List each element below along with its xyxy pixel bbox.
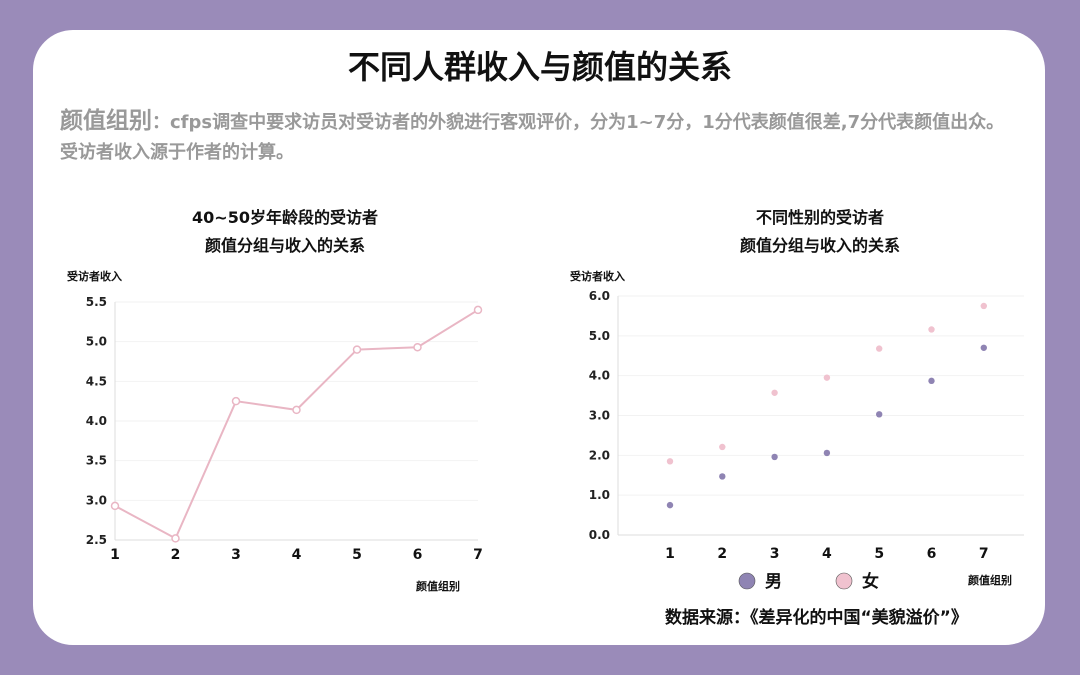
- chart2-ylabel: 受访者收入: [570, 270, 625, 283]
- chart1-ytick: 2.5: [86, 533, 107, 547]
- chart1-xtick: 1: [110, 547, 120, 563]
- chart2-point-female: [928, 326, 935, 333]
- card: [33, 30, 1045, 645]
- chart2-point-female: [980, 302, 987, 310]
- chart1-point: [473, 305, 483, 315]
- chart2-point-male: [771, 453, 778, 461]
- chart2-xtick: 3: [770, 546, 780, 562]
- description-term: 颜值组别: [60, 108, 152, 134]
- chart2-point-male: [876, 411, 883, 418]
- chart1-ytick: 4.0: [86, 414, 107, 428]
- chart2-ytick: 4.0: [589, 369, 610, 383]
- chart2-point-female: [771, 389, 778, 396]
- legend-label: 男: [765, 572, 782, 592]
- chart1-xtick: 7: [473, 547, 483, 563]
- chart2-ytick: 0.0: [589, 528, 610, 542]
- chart1-title-line2: 颜值分组与收入的关系: [204, 236, 365, 255]
- chart1-xtick: 3: [231, 547, 241, 563]
- chart1-ytick: 3.5: [86, 454, 107, 468]
- chart2-xtick: 4: [822, 546, 832, 562]
- legend-label: 女: [862, 571, 879, 592]
- chart2-point-male: [666, 501, 674, 509]
- chart1-ytick: 5.0: [86, 335, 107, 349]
- chart1-point: [413, 342, 422, 352]
- chart2-ytick: 5.0: [589, 329, 610, 343]
- chart2-xtick: 5: [874, 546, 884, 562]
- chart1-xtick: 2: [171, 547, 181, 563]
- chart2-xtick: 2: [717, 546, 727, 562]
- chart2-point-male: [719, 473, 726, 480]
- chart1-point: [231, 396, 241, 406]
- chart2-ytick: 3.0: [589, 409, 610, 423]
- chart1-point: [292, 405, 301, 415]
- chart1-xtick: 6: [413, 547, 423, 563]
- chart1-title: 40~50岁年龄段的受访者 颜值分组与收入的关系: [135, 204, 435, 260]
- chart2-title-line1: 不同性别的受访者: [755, 208, 884, 227]
- chart2-point-female: [719, 443, 726, 451]
- chart2-ytick: 6.0: [589, 289, 610, 303]
- description: 颜值组别：cfps调查中要求访员对受访者的外貌进行客观评价，分为1~7分，1分代…: [60, 106, 1040, 168]
- chart1-xtick: 4: [292, 547, 302, 563]
- chart1-point: [352, 345, 362, 354]
- chart1-line: [114, 309, 479, 540]
- page-title: 不同人群收入与颜值的关系: [347, 48, 732, 86]
- chart2-xtick: 1: [665, 546, 675, 562]
- chart1-title-line1: 40~50岁年龄段的受访者: [192, 208, 378, 227]
- legend-marker-female: [835, 572, 853, 590]
- chart1-ytick: 5.5: [86, 295, 107, 309]
- source-note: 数据来源：《差异化的中国“美貌溢价”》: [665, 608, 968, 628]
- chart2-xtick: 6: [927, 546, 937, 562]
- chart2-point-male: [980, 344, 987, 351]
- chart1-ylabel: 受访者收入: [67, 270, 122, 283]
- description-note: 受访者收入源于作者的计算。: [60, 142, 294, 163]
- chart1-xtick: 5: [352, 547, 362, 563]
- chart1-ytick: 3.0: [86, 493, 107, 507]
- chart2-ytick: 2.0: [589, 448, 610, 462]
- chart2-xtick: 7: [979, 546, 989, 562]
- chart2-ytick: 1.0: [589, 488, 610, 502]
- chart2-title-line2: 颜值分组与收入的关系: [739, 236, 900, 255]
- chart1-point: [110, 501, 120, 511]
- chart2-point-female: [823, 374, 831, 381]
- chart2-point-male: [823, 449, 831, 457]
- chart1-xlabel: 颜值组别: [416, 580, 460, 593]
- chart1-ytick: 4.5: [86, 374, 107, 388]
- description-text: ：cfps调查中要求访员对受访者的外貌进行客观评价，分为1~7分，1分代表颜值很…: [152, 112, 1005, 133]
- chart2-point-female: [666, 458, 674, 465]
- legend-marker-male: [738, 572, 756, 590]
- chart2-point-female: [876, 345, 883, 352]
- chart2-point-male: [928, 377, 935, 385]
- chart1-point: [171, 534, 180, 543]
- chart2-title: 不同性别的受访者 颜值分组与收入的关系: [670, 204, 970, 260]
- chart2-xlabel: 颜值组别: [968, 574, 1012, 587]
